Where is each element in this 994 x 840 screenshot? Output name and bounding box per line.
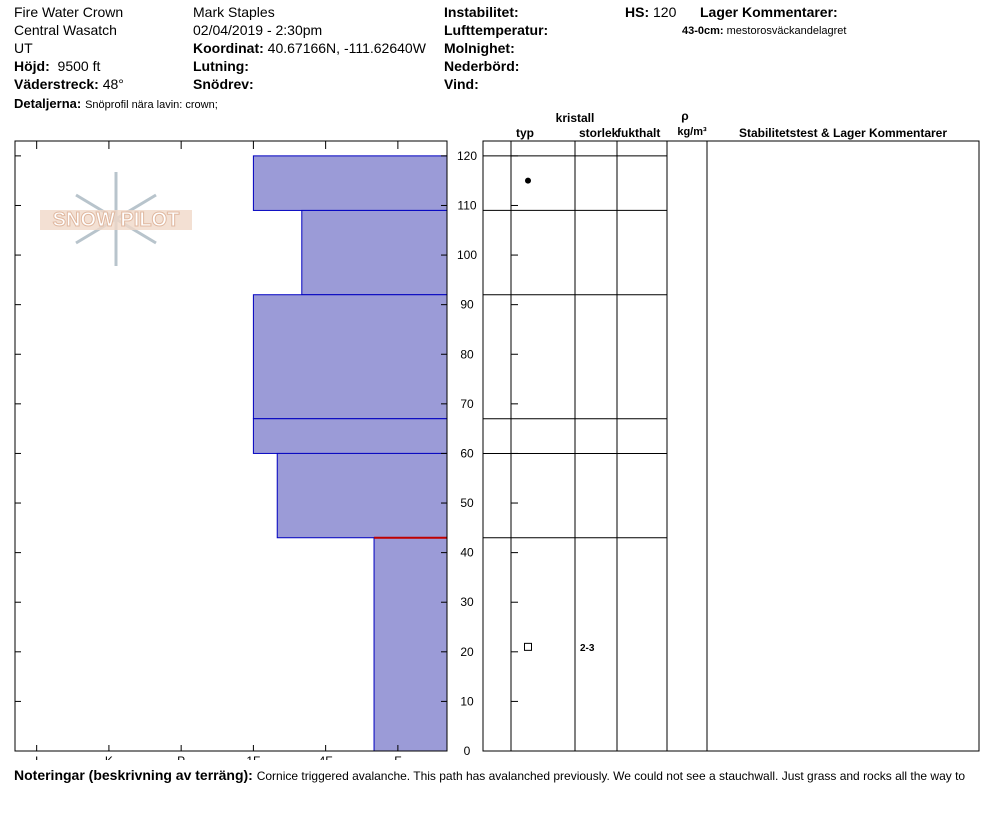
wind-label: Vind: — [444, 76, 479, 92]
text: Cornice triggered avalanche. This path h… — [256, 769, 966, 783]
value: 48° — [102, 76, 124, 92]
y-tick-label: 110 — [457, 198, 476, 212]
header: kristall — [556, 111, 595, 125]
logo-text: SNOW PILOT — [53, 209, 180, 231]
layer-bar — [276, 452, 448, 539]
observer: Mark Staples — [193, 4, 275, 20]
header: Stabilitetstest & Lager Kommentarer — [739, 126, 947, 140]
y-tick-label: 80 — [460, 347, 474, 361]
grain-symbol — [524, 642, 532, 651]
location: Fire Water Crown — [14, 4, 124, 20]
x-tick-label: P — [177, 754, 185, 760]
header: storlek — [579, 126, 619, 140]
wind-loading-label: Snödrev: — [193, 76, 254, 92]
range: 43-0cm: — [682, 25, 724, 37]
layer-bar — [373, 537, 448, 752]
details: Detaljerna: Snöprofil nära lavin: crown; — [14, 95, 218, 113]
layer-bar — [252, 418, 448, 454]
datetime: 02/04/2019 - 2:30pm — [193, 22, 323, 38]
x-tick-label: K — [105, 754, 113, 760]
state: UT — [14, 40, 33, 56]
air-temp-label: Lufttemperatur: — [444, 22, 549, 38]
header: fukthalt — [617, 126, 660, 140]
y-tick-label: 100 — [457, 248, 477, 262]
value: 40.67166N, -111.62640W — [267, 40, 426, 56]
y-tick-label: 40 — [460, 546, 474, 560]
value: Snöprofil nära lavin: crown; — [85, 99, 218, 111]
y-tick-label: 60 — [460, 446, 474, 460]
label: Höjd: — [14, 58, 50, 74]
y-tick-label: 70 — [460, 397, 474, 411]
notes: Noteringar (beskrivning av terräng): Cor… — [14, 767, 994, 784]
plot-frame — [14, 140, 448, 752]
y-tick-label: 90 — [460, 298, 474, 312]
header: ρ — [681, 109, 688, 123]
y-tick-label: 20 — [460, 645, 474, 659]
value: 120 — [653, 4, 677, 20]
x-tick-label: F — [394, 754, 401, 760]
column-lines — [510, 141, 708, 751]
header: typ — [516, 126, 534, 140]
range: Central Wasatch — [14, 22, 117, 38]
header: kg/m³ — [677, 126, 707, 138]
instability-label: Instabilitet: — [444, 4, 519, 20]
layer-bar — [252, 155, 448, 211]
layer-comment: 43-0cm: mestorosväckandelagret — [682, 23, 846, 39]
table-frame — [482, 140, 980, 752]
hs: HS: 120 — [625, 4, 676, 20]
slope-label: Lutning: — [193, 58, 249, 74]
text: mestorosväckandelagret — [726, 25, 847, 37]
coord: Koordinat: 40.67166N, -111.62640W — [193, 40, 426, 56]
layer-bar — [301, 209, 448, 296]
layer-bar — [252, 294, 448, 420]
table-headers: kristall typ storlek fukthalt ρ kg/m³ St… — [516, 109, 947, 140]
label: Noteringar (beskrivning av terräng): — [14, 767, 253, 783]
grain-size: 2-3 — [580, 643, 595, 654]
label: HS: — [625, 4, 650, 20]
value: 9500 ft — [57, 58, 101, 74]
y-tick-label: 120 — [457, 149, 477, 163]
layer-comments-label: Lager Kommentarer: — [700, 4, 838, 20]
grain-symbol — [525, 177, 531, 184]
x-tick-label: I — [35, 754, 38, 760]
label: Detaljerna: — [14, 96, 82, 111]
x-tick-label: 4F — [319, 754, 333, 760]
y-tick-label: 0 — [464, 744, 471, 758]
label: Koordinat: — [193, 40, 264, 56]
precip-label: Nederbörd: — [444, 58, 520, 74]
y-tick-label: 50 — [460, 496, 474, 510]
aspect: Väderstreck: 48° — [14, 76, 124, 92]
x-tick-label: 1F — [246, 754, 260, 760]
logo-band — [40, 210, 192, 230]
elevation: Höjd: 9500 ft — [14, 58, 100, 74]
y-tick-label: 10 — [460, 694, 474, 708]
y-tick-label: 30 — [460, 595, 474, 609]
chart: SNOW PILOT 0 10 20 30 40 50 60 70 80 90 100 110 120 I… — [14, 109, 980, 760]
sky-label: Molnighet: — [444, 40, 515, 56]
label: Väderstreck: — [14, 76, 99, 92]
